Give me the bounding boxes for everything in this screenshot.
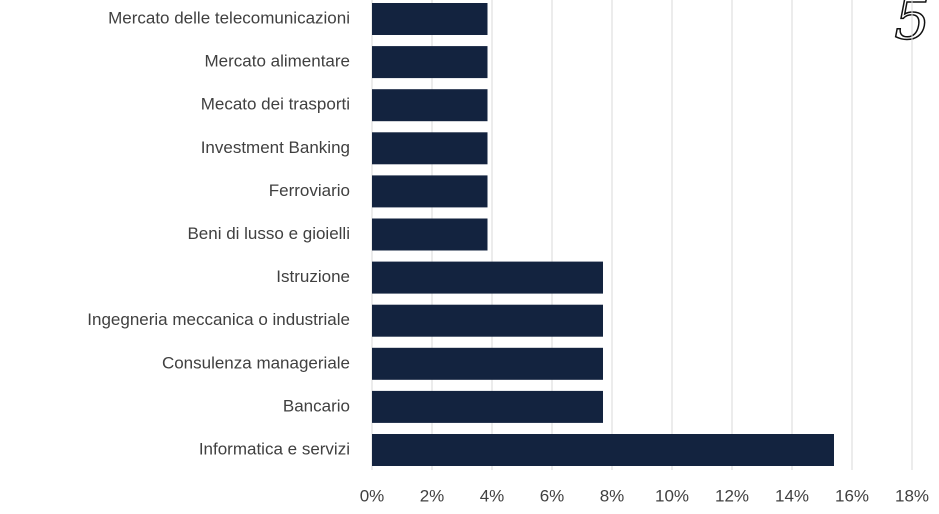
y-tick-label: Mercato alimentare (204, 52, 350, 71)
y-tick-label: Istruzione (276, 267, 350, 286)
x-tick-label: 4% (480, 486, 505, 505)
x-tick-label: 16% (835, 486, 869, 505)
x-tick-label: 2% (420, 486, 445, 505)
bar (372, 3, 488, 35)
y-tick-label: Investment Banking (201, 138, 350, 157)
y-tick-label: Informatica e servizi (199, 439, 350, 458)
bar (372, 218, 488, 251)
y-tick-label: Beni di lusso e gioielli (187, 224, 350, 243)
y-tick-label: Mecato dei trasporti (201, 95, 350, 114)
x-tick-label: 6% (540, 486, 565, 505)
x-tick-label: 18% (895, 486, 929, 505)
bar (372, 347, 603, 380)
bar (372, 261, 603, 294)
x-tick-label: 0% (360, 486, 385, 505)
bar (372, 434, 834, 466)
bar (372, 390, 603, 423)
bar (372, 89, 488, 122)
x-tick-label: 14% (775, 486, 809, 505)
y-tick-label: Mercato delle telecomunicazioni (108, 8, 350, 27)
y-tick-label: Bancario (283, 396, 350, 415)
bar (372, 304, 603, 337)
bar (372, 132, 488, 165)
x-tick-label: 10% (655, 486, 689, 505)
bar (372, 46, 488, 79)
bar (372, 175, 488, 208)
y-tick-label: Ferroviario (269, 181, 350, 200)
x-tick-label: 8% (600, 486, 625, 505)
y-tick-label: Ingegneria meccanica o industriale (87, 310, 350, 329)
x-tick-label: 12% (715, 486, 749, 505)
y-tick-label: Consulenza manageriale (162, 353, 350, 372)
